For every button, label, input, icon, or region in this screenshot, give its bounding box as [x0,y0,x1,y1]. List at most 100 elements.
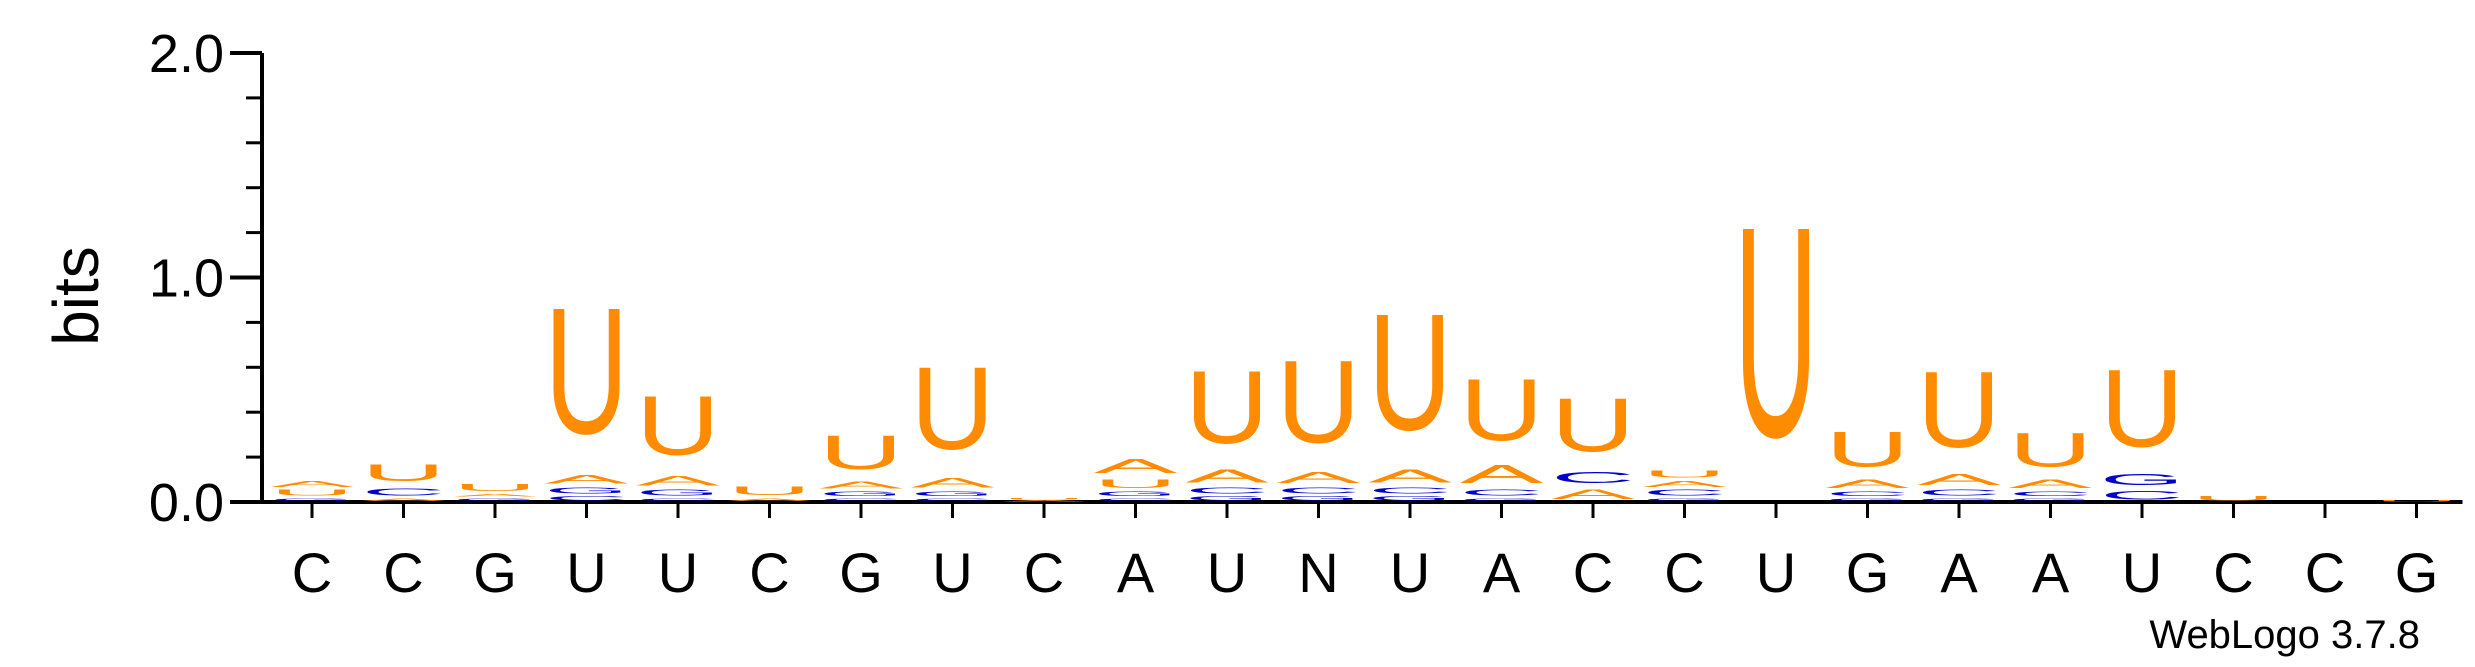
logo-letter-c: C [1276,486,1360,495]
logo-letter-c: C [545,495,629,502]
x-position-label: A [1117,541,1155,604]
logo-letter-a: A [1460,459,1544,488]
logo-letter-c: C [1551,468,1635,486]
x-position-label: A [1940,541,1978,604]
logo-letter-c: C [1368,486,1452,495]
logo-letter-u: U [1826,421,1910,477]
y-tick-label: 0.0 [149,473,224,533]
logo-letter-g: G [453,498,537,502]
logo-letter-u: U [1460,360,1544,458]
x-position-label: G [2395,541,2439,604]
logo-letter-u: U [819,425,903,479]
x-position-label: C [1573,541,1613,604]
logo-letter-a: A [545,473,629,487]
logo-letter-u: U [2100,347,2184,471]
logo-letter-u: U [1094,477,1178,491]
logo-letter-a: A [1643,480,1728,489]
logo-letter-u: U [728,484,812,498]
logo-letter-c: C [911,498,995,502]
logo-letter-u: U [2008,423,2092,477]
logo-letter-g: G [1460,498,1544,502]
logo-letter-a: A [1002,500,1086,502]
chart-axes: 0.0 1.0 2.0 [149,24,2463,533]
logo-letter-u: U [1642,468,1726,479]
x-position-label: C [383,541,423,604]
logo-letter-u: U [1277,335,1361,467]
y-axis-label: bits [40,246,112,346]
logo-letter-u: U [1185,350,1269,466]
x-position-label: A [2032,541,2070,604]
logo-letter-g: G [2009,498,2093,502]
x-position-label: G [839,541,883,604]
x-position-label: U [2122,541,2162,604]
logo-letter-c: C [2009,491,2093,498]
logo-letter-g: G [1368,495,1452,502]
logo-letter-u: U [2192,495,2276,502]
x-position-label: C [292,541,332,604]
logo-letter-g: G [2100,471,2184,489]
logo-letter-u: U [636,378,720,473]
logo-letter-a: A [1185,466,1269,486]
logo-letter-a: A [1277,468,1361,486]
x-position-label: C [749,541,789,604]
logo-letter-c: C [636,498,720,502]
x-position-label: U [1756,541,1796,604]
logo-letter-a: A [819,479,904,490]
x-position-label: U [658,541,698,604]
logo-letter-u: U [2374,500,2458,502]
logo-letter-u: U [1368,280,1452,465]
logo-letter-g: G [819,491,903,498]
logo-letter-u: U [911,342,995,474]
logo-letter-a: A [270,480,355,489]
logo-letter-c: C [1459,489,1543,498]
logo-letter-g: G [1277,495,1361,502]
logo-letter-u: U [453,482,537,493]
logo-letter-u: U [545,271,629,472]
x-position-label: U [1207,541,1247,604]
logo-letter-c: C [1826,491,1910,498]
logo-letter-u: U [1551,383,1635,468]
logo-letter-u: U [270,489,354,498]
logo-letter-a: A [1551,486,1635,502]
logo-letter-g: G [1826,498,1910,502]
logo-letter-a: A [1094,455,1178,477]
logo-letter-g: G [911,491,995,498]
logo-letter-c: C [819,498,903,502]
x-position-label: C [2213,541,2253,604]
logo-letter-a: A [911,475,995,491]
x-position-label: N [1298,541,1338,604]
logo-letter-u: U [1002,498,1086,500]
logo-letter-g: G [636,489,720,498]
logo-letter-a: A [1368,466,1452,486]
logo-letter-c: C [1642,489,1726,498]
logo-letter-c: C [2100,488,2184,502]
logo-letter-c: C [1094,498,1178,502]
x-position-label: G [1846,541,1890,604]
logo-letter-g: G [1185,495,1269,502]
x-position-label: U [932,541,972,604]
logo-letter-u: U [1917,348,2001,469]
weblogo-credit: WebLogo 3.7.8 [2149,613,2420,657]
logo-letter-u: U [1734,165,1818,500]
logo-letter-u: U [362,459,446,486]
logo-letter-a: A [1826,477,1910,491]
x-position-label: A [1483,541,1521,604]
logo-letter-c: C [361,486,445,497]
logo-letter-a: A [636,473,720,489]
logo-letter-g: G [1643,498,1727,502]
logo-letter-c: C [1185,486,1269,495]
logo-letter-a: A [2009,477,2093,491]
x-position-label: C [1664,541,1704,604]
y-tick-label: 2.0 [149,24,224,84]
logo-letter-a: A [453,493,537,497]
logo-letter-g: G [1094,491,1178,498]
x-position-label: C [2305,541,2345,604]
x-position-label: U [1390,541,1430,604]
x-position-label: C [1024,541,1064,604]
logo-letter-g: G [545,486,629,495]
logo-letter-g: G [1917,498,2001,502]
x-position-label: U [566,541,606,604]
